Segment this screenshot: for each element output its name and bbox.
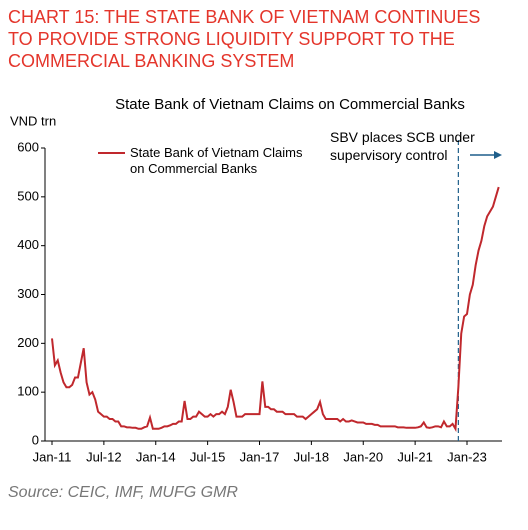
x-tick-label: Jan-17 [240, 449, 280, 464]
y-tick-label: 500 [17, 188, 39, 203]
y-tick-label: 400 [17, 237, 39, 252]
y-tick-label: 600 [17, 139, 39, 154]
x-tick-label: Jul-18 [294, 449, 329, 464]
chart-title: State Bank of Vietnam Claims on Commerci… [115, 96, 465, 113]
x-tick-label: Jan-11 [33, 449, 72, 464]
x-tick-label: Jul-15 [190, 449, 225, 464]
x-tick-label: Jul-12 [86, 449, 121, 464]
series-line [51, 186, 500, 433]
y-tick-label: 100 [17, 384, 39, 399]
x-tick-label: Jan-20 [343, 449, 383, 464]
x-tick-label: Jul-21 [397, 449, 432, 464]
y-tick-label: 0 [32, 432, 39, 447]
legend-label: State Bank of Vietnam Claims on Commerci… [130, 145, 303, 176]
headline: CHART 15: THE STATE BANK OF VIETNAM CONT… [8, 7, 480, 27]
annotation: SBV places SCB under supervisory control [330, 129, 475, 163]
arrow-head [494, 151, 502, 159]
y-tick-label: 300 [17, 286, 39, 301]
y-tick-label: 200 [17, 335, 39, 350]
y-axis-label: VND trn [10, 113, 56, 128]
headline: TO PROVIDE STRONG LIQUIDITY SUPPORT TO T… [8, 29, 455, 49]
headline: COMMERCIAL BANKING SYSTEM [8, 51, 294, 71]
source: Source: CEIC, IMF, MUFG GMR [8, 484, 238, 501]
x-tick-label: Jan-14 [136, 449, 176, 464]
x-tick-label: Jan-23 [447, 449, 487, 464]
